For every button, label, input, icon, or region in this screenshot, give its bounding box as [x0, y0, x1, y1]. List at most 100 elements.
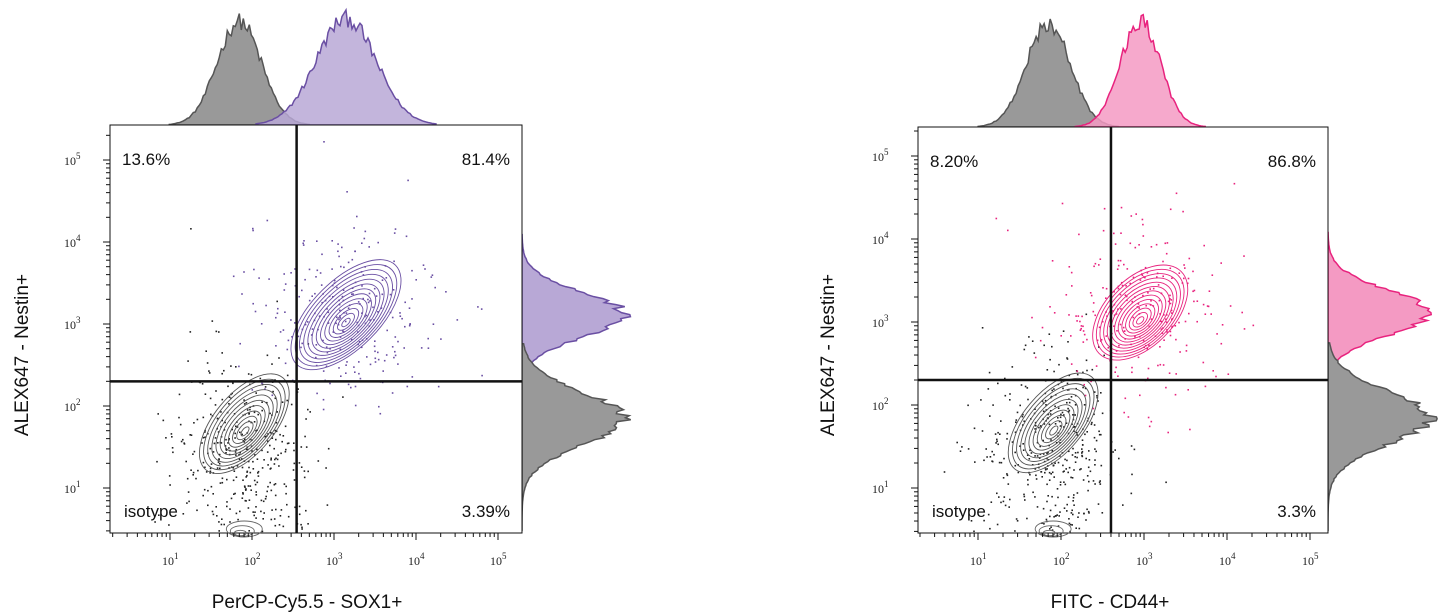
- event-dot: [215, 330, 218, 333]
- event-dot: [342, 396, 344, 398]
- event-dot: [1059, 455, 1061, 457]
- y-tick-exponent: 2: [76, 397, 81, 407]
- event-dot: [223, 429, 226, 431]
- event-dot: [1149, 304, 1152, 306]
- event-dot: [1165, 481, 1167, 484]
- event-dot: [1028, 458, 1031, 460]
- event-dot: [981, 430, 984, 432]
- event-dot: [1161, 320, 1163, 323]
- event-dot: [367, 301, 370, 304]
- event-dot: [302, 242, 304, 245]
- event-dot: [262, 518, 264, 520]
- contour-line: [1110, 286, 1170, 346]
- event-dot: [247, 507, 250, 509]
- event-dot: [276, 312, 279, 315]
- x-axis: 101 102 103 104 105: [919, 533, 1319, 568]
- event-dot: [1134, 336, 1136, 338]
- event-dot: [245, 402, 248, 404]
- event-dot: [205, 350, 207, 352]
- event-dot: [282, 525, 285, 528]
- event-dot: [1142, 235, 1145, 237]
- event-dot: [253, 421, 256, 423]
- event-dot: [235, 476, 238, 478]
- event-dot: [1204, 313, 1207, 315]
- event-dot: [227, 385, 229, 388]
- sample-histogram-right: [1327, 231, 1433, 384]
- event-dot: [1115, 366, 1117, 369]
- contour-line: [236, 421, 254, 441]
- event-dot: [293, 479, 296, 481]
- event-dot: [172, 451, 174, 454]
- y-axis-label: ALEX647 - Nestin+: [12, 274, 33, 436]
- event-dot: [243, 441, 246, 443]
- event-dot: [287, 515, 290, 518]
- event-dot: [1117, 287, 1120, 290]
- event-dot: [358, 341, 361, 343]
- event-dot: [1039, 445, 1041, 448]
- event-dot: [1211, 274, 1214, 276]
- event-dot: [1076, 320, 1078, 322]
- event-dot: [318, 315, 321, 317]
- event-dot: [1102, 229, 1105, 232]
- event-dot: [1051, 495, 1053, 498]
- event-dot: [1193, 300, 1195, 303]
- event-dot: [1047, 413, 1049, 416]
- event-dot: [1041, 326, 1044, 329]
- event-dot: [206, 362, 209, 364]
- event-dot: [197, 469, 199, 472]
- event-dot: [275, 438, 277, 441]
- event-dot: [1215, 375, 1217, 378]
- event-dot: [1170, 299, 1173, 301]
- event-dot: [988, 371, 991, 374]
- event-dot: [273, 518, 276, 520]
- event-dot: [1048, 479, 1051, 481]
- event-dot: [225, 448, 227, 450]
- event-dot: [1174, 393, 1177, 396]
- event-dot: [1077, 516, 1079, 518]
- event-dot: [1169, 330, 1172, 333]
- event-dot: [246, 474, 248, 477]
- event-dot: [353, 366, 355, 368]
- event-dot: [1047, 495, 1049, 497]
- event-dot: [956, 441, 958, 444]
- event-dot: [1196, 320, 1198, 323]
- event-dot: [1063, 426, 1065, 428]
- event-dot: [187, 491, 190, 493]
- y-tick-label: 103: [64, 315, 81, 332]
- event-dot: [1168, 372, 1171, 374]
- event-dot: [1157, 284, 1160, 286]
- event-dot: [347, 261, 350, 264]
- event-dot: [1063, 481, 1065, 483]
- event-dot: [237, 518, 239, 521]
- event-dot: [1185, 350, 1188, 352]
- contour-line: [1016, 383, 1091, 466]
- event-dot: [1070, 271, 1073, 274]
- event-dot: [1090, 294, 1093, 297]
- event-dot: [456, 319, 459, 321]
- event-dot: [1035, 478, 1038, 480]
- event-dot: [1095, 365, 1098, 367]
- event-dot: [364, 230, 367, 233]
- event-dots: [154, 141, 483, 533]
- event-dot: [342, 289, 345, 291]
- event-dot: [1014, 451, 1016, 454]
- event-dot: [1042, 439, 1044, 442]
- event-dot: [326, 308, 328, 310]
- event-dot: [228, 403, 230, 405]
- event-dot: [1004, 504, 1007, 507]
- x-axis: 101 102 103 104 105: [112, 533, 507, 568]
- contour-line: [1007, 372, 1099, 474]
- event-dot: [332, 331, 335, 333]
- contour-line: [1117, 294, 1163, 340]
- event-dot: [232, 382, 234, 385]
- event-dot: [373, 345, 376, 348]
- event-dot: [1075, 431, 1078, 434]
- event-dot: [250, 489, 252, 491]
- event-dot: [275, 316, 277, 319]
- event-dot: [1026, 517, 1028, 520]
- event-dot: [245, 489, 247, 491]
- y-tick-base: 10: [872, 150, 884, 164]
- event-dot: [1068, 374, 1071, 377]
- y-tick-base: 10: [872, 482, 884, 496]
- y-tick-base: 10: [64, 482, 76, 496]
